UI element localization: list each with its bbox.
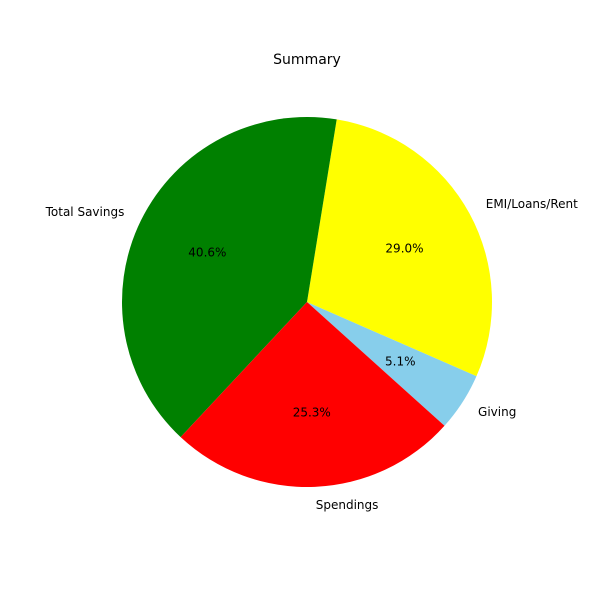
slice-percent-emi-loans-rent: 29.0% bbox=[385, 241, 423, 255]
slice-label-spendings: Spendings bbox=[316, 498, 379, 512]
slice-label-total-savings: Total Savings bbox=[45, 205, 125, 219]
pie-slice-emi-loans-rent bbox=[307, 119, 492, 377]
pie-slice-giving bbox=[307, 302, 477, 426]
slice-label-giving: Giving bbox=[478, 405, 516, 419]
slices-layer bbox=[121, 116, 492, 488]
pie-slice-spendings bbox=[180, 302, 445, 488]
slice-label-emi-loans-rent: EMI/Loans/Rent bbox=[486, 197, 578, 211]
slice-percent-total-savings: 40.6% bbox=[188, 246, 226, 260]
slice-percent-giving: 5.1% bbox=[385, 355, 416, 369]
pie-slice-total-savings bbox=[121, 116, 337, 438]
slice-percent-spendings: 25.3% bbox=[293, 405, 331, 419]
labels-layer: Giving 5.1% EMI/Loans/Rent 29.0% Total Savin… bbox=[45, 197, 579, 512]
chart-title: Summary bbox=[273, 52, 341, 68]
